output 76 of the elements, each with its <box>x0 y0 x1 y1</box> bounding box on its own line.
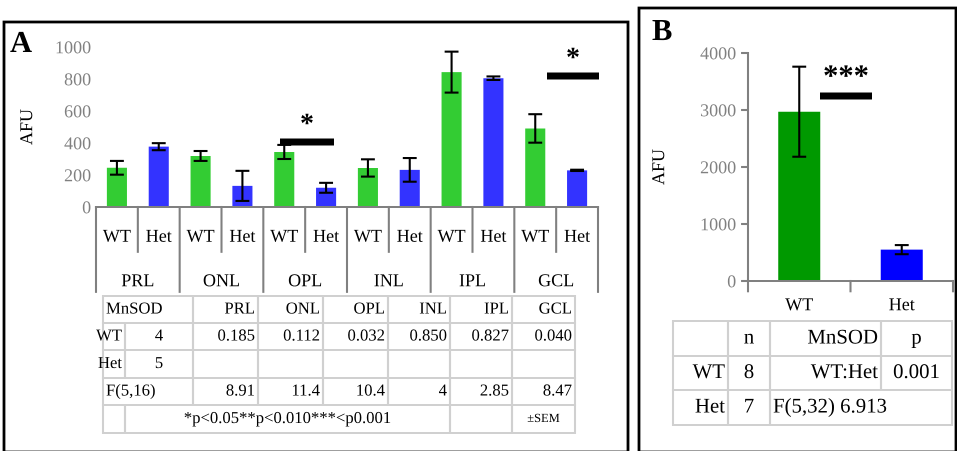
text: 0.827 <box>472 329 509 341</box>
text: 2.85 <box>480 384 508 396</box>
text: Het <box>314 230 340 242</box>
text: WT <box>692 364 725 378</box>
annotation: * <box>301 114 313 124</box>
x-tick-label: GCL <box>538 274 574 286</box>
bar <box>358 168 378 207</box>
text: WT <box>102 230 131 242</box>
x-tick-label: ONL <box>204 274 239 286</box>
text: 8.47 <box>543 384 572 396</box>
bar <box>400 170 420 207</box>
text: *p<0.05**p<0.010***<p0.001 <box>184 412 390 427</box>
text: 8 <box>744 364 754 378</box>
y-tick-label: 400 <box>64 137 90 150</box>
text: p <box>912 334 921 348</box>
text: ±SEM <box>528 414 560 422</box>
y-tick-label: 2000 <box>700 161 736 174</box>
bar <box>274 152 294 207</box>
y-axis-title: AFU <box>652 149 664 185</box>
text: F(5,32) 6.913 <box>774 398 886 417</box>
text: 7 <box>745 398 754 413</box>
bar <box>567 170 588 207</box>
x-tick-label: OPL <box>288 274 322 286</box>
text: WT <box>521 230 549 242</box>
text: n <box>744 334 754 344</box>
text: 4 <box>438 384 447 396</box>
text: WT:Het <box>810 364 878 378</box>
text: Het <box>98 357 122 368</box>
text: 0.185 <box>218 329 254 341</box>
bar <box>106 168 127 207</box>
text: 10.4 <box>357 384 385 396</box>
y-tick-label: 4000 <box>700 47 736 60</box>
x-tick-label: INL <box>374 274 403 286</box>
annotation: * <box>567 48 579 58</box>
bar <box>190 156 211 207</box>
y-tick-label: 800 <box>64 73 90 86</box>
y-tick-label: 1000 <box>56 41 90 54</box>
text: 0.032 <box>348 329 384 341</box>
text: 5 <box>156 357 163 368</box>
y-axis-title: AFU <box>20 109 32 145</box>
y-tick-label: 1000 <box>702 218 736 230</box>
text: Het <box>480 230 506 242</box>
text: WT <box>354 230 382 242</box>
y-tick-label: 0 <box>82 201 90 214</box>
bar <box>148 146 169 207</box>
series-label: WT <box>186 230 214 242</box>
text: F(5,16) <box>106 384 155 400</box>
bar <box>525 128 546 207</box>
annotation: *** <box>824 65 868 77</box>
y-tick-label: 3000 <box>700 104 736 116</box>
y-tick-label: 600 <box>64 105 90 118</box>
text: 0.001 <box>894 364 939 378</box>
y-tick-label: 0 <box>728 275 736 288</box>
text: 0.112 <box>284 329 320 341</box>
x-tick-label: IPL <box>460 274 485 286</box>
text: Het <box>564 230 590 242</box>
text: Het <box>696 398 725 413</box>
text: 11.4 <box>292 384 320 396</box>
bar <box>442 72 462 207</box>
text: WT <box>270 230 298 242</box>
text: 0.850 <box>410 329 446 341</box>
text: WT <box>438 230 466 242</box>
text: Het <box>146 230 172 242</box>
text: Het <box>230 230 256 242</box>
chart-title: A <box>10 32 32 52</box>
text: WT <box>96 330 122 341</box>
chart-title: B <box>652 20 672 40</box>
y-tick-label: 200 <box>64 169 90 182</box>
x-tick-label: PRL <box>122 274 154 286</box>
bar <box>483 78 504 207</box>
text: MnSOD <box>106 302 162 314</box>
text: 4 <box>155 330 163 341</box>
text: 0.040 <box>535 329 572 341</box>
series-label: Het <box>397 230 423 242</box>
text: MnSOD <box>808 330 878 344</box>
text: 8.91 <box>226 384 254 396</box>
